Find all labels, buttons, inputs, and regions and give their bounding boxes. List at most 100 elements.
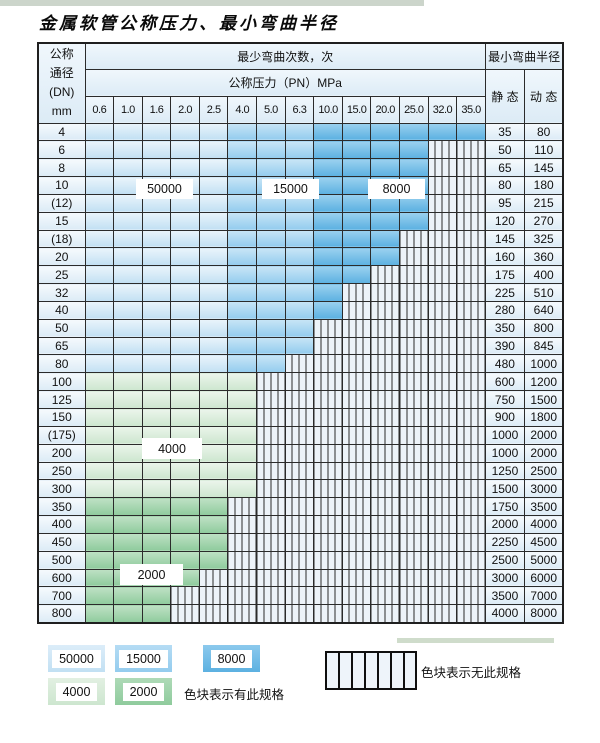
no-spec-cell xyxy=(456,497,486,517)
spec-cell-8000 xyxy=(341,211,372,231)
no-spec-cell xyxy=(370,497,401,517)
no-spec-cell xyxy=(341,479,372,499)
no-spec-cell xyxy=(456,515,486,534)
spec-cell-50000 xyxy=(113,354,143,374)
spec-cell-50000 xyxy=(113,300,143,320)
spec-cell-2000 xyxy=(170,497,200,517)
no-spec-cell xyxy=(227,604,258,624)
no-spec-cell xyxy=(227,586,258,606)
static-radius-cell: 2250 xyxy=(484,532,525,552)
spec-cell-4000 xyxy=(113,479,143,499)
pressure-col-0.6: 0.6 xyxy=(84,95,115,124)
spec-cell-4000 xyxy=(84,443,115,463)
dn-cell: (12) xyxy=(37,193,86,213)
dynamic-radius-cell: 270 xyxy=(523,211,564,231)
no-spec-cell xyxy=(370,265,401,285)
spec-cell-15000 xyxy=(227,176,258,195)
spec-cell-50000 xyxy=(141,247,172,267)
dn-header-line2: 通径 xyxy=(49,66,74,81)
spec-cell-50000 xyxy=(198,229,229,249)
spec-cell-4000 xyxy=(141,372,172,392)
spec-cell-50000 xyxy=(141,354,172,374)
no-spec-cell xyxy=(399,283,429,302)
spec-cell-50000 xyxy=(113,176,143,195)
spec-cell-50000 xyxy=(198,283,229,302)
no-spec-cell xyxy=(256,443,286,463)
spec-cell-50000 xyxy=(141,300,172,320)
spec-cell-50000 xyxy=(198,122,229,142)
static-radius-cell: 160 xyxy=(484,247,525,267)
spec-cell-2000 xyxy=(113,532,143,552)
spec-cell-50000 xyxy=(198,336,229,356)
spec-table: 公称 通径 (DN) mm 最少弯曲次数，次 最小弯曲半径 公称压力（PN）MP… xyxy=(37,42,565,624)
region-label-4000: 4000 xyxy=(142,438,202,459)
table-row: 40 280 640 xyxy=(37,300,564,320)
no-spec-cell xyxy=(399,586,429,606)
no-spec-cell xyxy=(370,425,401,445)
dynamic-radius-cell: 5000 xyxy=(523,550,564,570)
dynamic-radius-cell: 110 xyxy=(523,140,564,160)
no-spec-cell xyxy=(399,532,429,552)
static-radius-cell: 390 xyxy=(484,336,525,356)
table-row: 125 750 1500 xyxy=(37,390,564,409)
spec-cell-15000 xyxy=(227,229,258,249)
spec-cell-15000 xyxy=(284,122,315,142)
spec-cell-50000 xyxy=(170,318,200,338)
static-radius-cell: 4000 xyxy=(484,604,525,624)
no-spec-cell xyxy=(370,390,401,409)
no-spec-cell xyxy=(456,550,486,570)
static-radius-cell: 3000 xyxy=(484,568,525,588)
table-row: 150 900 1800 xyxy=(37,408,564,427)
no-spec-cell xyxy=(456,479,486,499)
no-spec-cell xyxy=(399,515,429,534)
spec-cell-8000 xyxy=(313,283,343,302)
no-spec-cell xyxy=(399,568,429,588)
static-radius-cell: 145 xyxy=(484,229,525,249)
legend-has-spec-text: 色块表示有此规格 xyxy=(184,688,285,702)
dynamic-radius-cell: 800 xyxy=(523,318,564,338)
spec-cell-4000 xyxy=(141,479,172,499)
spec-cell-50000 xyxy=(198,176,229,195)
dn-cell: 4 xyxy=(37,122,86,142)
no-spec-cell xyxy=(427,532,458,552)
static-column-header: 静 态 xyxy=(484,68,525,124)
spec-cell-15000 xyxy=(256,318,286,338)
spec-cell-15000 xyxy=(284,211,315,231)
no-spec-cell xyxy=(313,550,343,570)
spec-cell-8000 xyxy=(370,247,401,267)
spec-cell-8000 xyxy=(370,211,401,231)
table-row: 20 160 360 xyxy=(37,247,564,267)
spec-cell-4000 xyxy=(170,461,200,481)
legend-swatch-8000: 8000 xyxy=(203,645,260,672)
dn-cell: 450 xyxy=(37,532,86,552)
no-spec-cell xyxy=(427,193,458,213)
spec-cell-50000 xyxy=(84,211,115,231)
no-spec-cell xyxy=(456,461,486,481)
dn-column-header: 公称 通径 (DN) mm xyxy=(37,42,86,124)
spec-cell-2000 xyxy=(198,550,229,570)
spec-cell-8000 xyxy=(370,122,401,142)
no-spec-cell xyxy=(370,354,401,374)
spec-cell-50000 xyxy=(198,265,229,285)
spec-cell-8000 xyxy=(341,122,372,142)
spec-cell-50000 xyxy=(113,336,143,356)
spec-cell-50000 xyxy=(84,193,115,213)
no-spec-cell xyxy=(456,265,486,285)
spec-cell-4000 xyxy=(84,408,115,427)
no-spec-cell xyxy=(313,532,343,552)
spec-cell-8000 xyxy=(456,122,486,142)
static-radius-cell: 350 xyxy=(484,318,525,338)
no-spec-cell xyxy=(427,390,458,409)
legend-swatch-4000-label: 4000 xyxy=(55,682,98,701)
spec-cell-8000 xyxy=(313,211,343,231)
dn-cell: 600 xyxy=(37,568,86,588)
dynamic-radius-cell: 4000 xyxy=(523,515,564,534)
spec-table-wrap: 公称 通径 (DN) mm 最少弯曲次数，次 最小弯曲半径 公称压力（PN）MP… xyxy=(37,42,565,624)
spec-cell-2000 xyxy=(198,532,229,552)
pressure-col-4.0: 4.0 xyxy=(227,95,258,124)
no-spec-cell xyxy=(456,586,486,606)
dynamic-radius-cell: 6000 xyxy=(523,568,564,588)
static-radius-cell: 3500 xyxy=(484,586,525,606)
spec-cell-15000 xyxy=(227,283,258,302)
spec-cell-50000 xyxy=(170,140,200,160)
